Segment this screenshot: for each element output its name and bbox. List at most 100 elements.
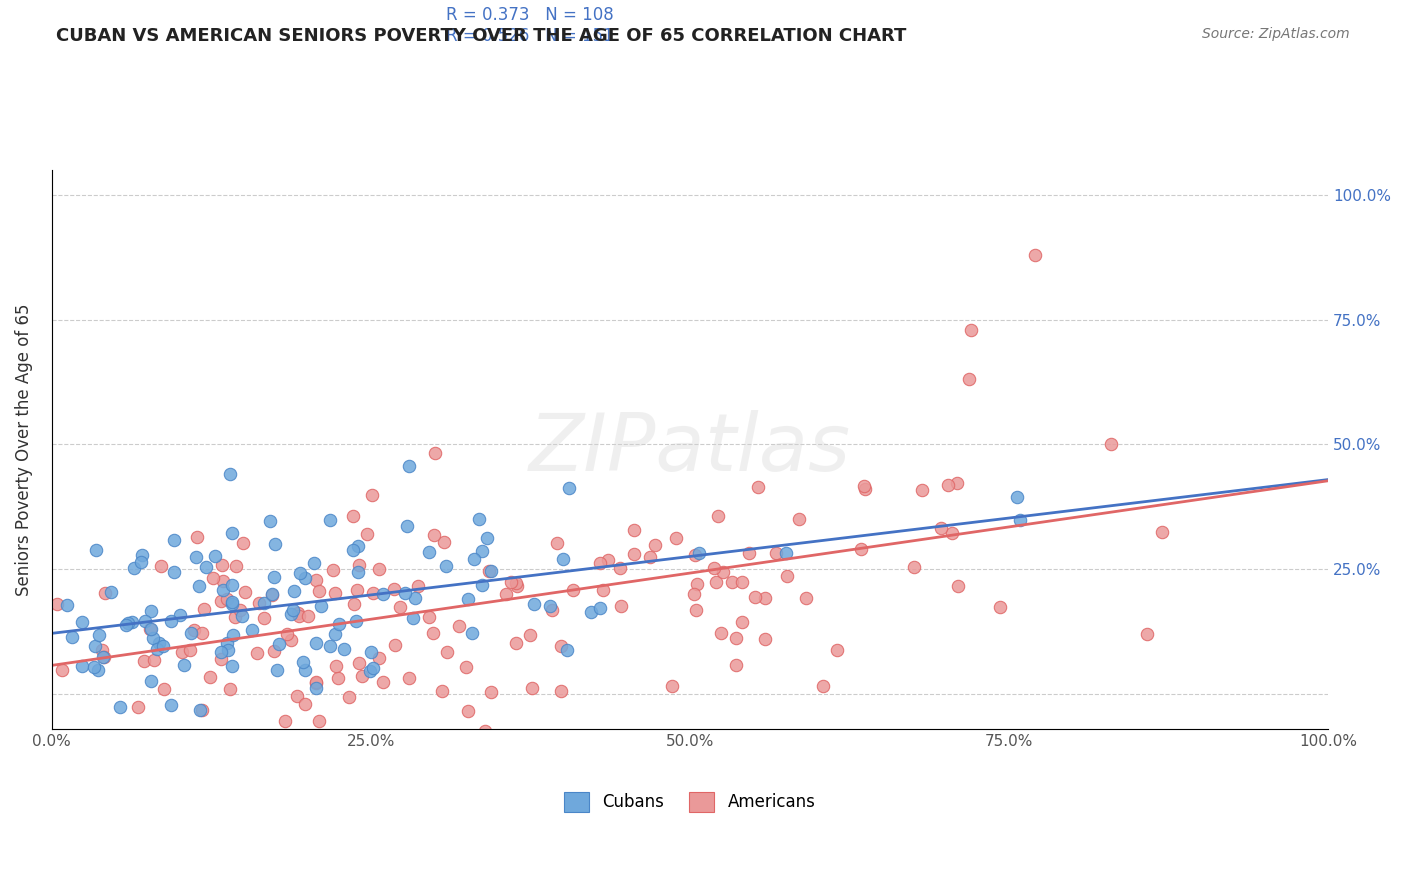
- Text: R = 0.526   N = 151: R = 0.526 N = 151: [446, 27, 613, 45]
- Y-axis label: Seniors Poverty Over the Age of 65: Seniors Poverty Over the Age of 65: [15, 303, 32, 596]
- Americans: [294, 697, 316, 711]
- Cubans: [91, 649, 114, 664]
- Americans: [323, 737, 346, 751]
- Americans: [683, 587, 706, 601]
- Cubans: [129, 555, 152, 569]
- Cubans: [1010, 513, 1032, 527]
- Americans: [93, 585, 115, 599]
- Americans: [436, 645, 458, 659]
- Cubans: [60, 630, 83, 644]
- Americans: [754, 591, 776, 605]
- Americans: [731, 575, 754, 590]
- Cubans: [134, 614, 156, 628]
- Americans: [623, 523, 645, 537]
- Americans: [711, 565, 734, 579]
- Cubans: [146, 642, 169, 657]
- Americans: [215, 591, 238, 606]
- Americans: [495, 587, 517, 601]
- Text: R = 0.373   N = 108: R = 0.373 N = 108: [446, 5, 613, 23]
- Americans: [337, 690, 360, 705]
- Cubans: [139, 622, 162, 636]
- Americans: [308, 583, 330, 598]
- Americans: [988, 600, 1011, 615]
- Americans: [245, 646, 267, 660]
- Cubans: [219, 467, 242, 482]
- Americans: [724, 631, 747, 645]
- Cubans: [100, 585, 122, 599]
- Cubans: [319, 639, 342, 653]
- Cubans: [288, 566, 311, 580]
- Cubans: [468, 512, 491, 526]
- Cubans: [589, 600, 612, 615]
- Americans: [710, 626, 733, 640]
- Americans: [731, 615, 754, 629]
- Americans: [853, 482, 876, 496]
- Americans: [139, 622, 162, 636]
- Americans: [212, 574, 235, 589]
- Cubans: [457, 591, 479, 606]
- Cubans: [169, 608, 191, 623]
- Cubans: [186, 550, 208, 565]
- Americans: [957, 372, 980, 386]
- Text: ZIPatlas: ZIPatlas: [529, 410, 851, 488]
- Americans: [665, 531, 688, 545]
- Americans: [229, 603, 252, 617]
- Americans: [368, 651, 391, 665]
- Cubans: [115, 618, 138, 632]
- Americans: [433, 535, 456, 549]
- Americans: [787, 512, 810, 526]
- Americans: [550, 683, 572, 698]
- Americans: [852, 478, 875, 492]
- Americans: [550, 639, 572, 653]
- Americans: [193, 601, 215, 615]
- Cubans: [259, 514, 281, 528]
- Cubans: [131, 548, 153, 562]
- Cubans: [122, 561, 145, 575]
- Americans: [704, 575, 727, 590]
- Americans: [347, 558, 370, 572]
- Cubans: [221, 578, 243, 592]
- Americans: [150, 559, 173, 574]
- Americans: [382, 582, 405, 596]
- Americans: [661, 679, 683, 693]
- Americans: [589, 556, 612, 570]
- Cubans: [188, 703, 211, 717]
- Text: Source: ZipAtlas.com: Source: ZipAtlas.com: [1202, 27, 1350, 41]
- Cubans: [217, 643, 239, 657]
- Cubans: [142, 631, 165, 645]
- Americans: [253, 611, 276, 625]
- Americans: [1150, 525, 1173, 540]
- Americans: [190, 625, 212, 640]
- Americans: [721, 574, 744, 589]
- Americans: [93, 649, 115, 664]
- Cubans: [163, 565, 186, 579]
- Americans: [384, 638, 406, 652]
- Cubans: [557, 643, 579, 657]
- Cubans: [55, 599, 77, 613]
- Cubans: [311, 599, 333, 613]
- Cubans: [263, 570, 285, 584]
- Americans: [232, 535, 254, 549]
- Americans: [474, 724, 496, 739]
- Americans: [328, 671, 350, 685]
- Americans: [153, 682, 176, 697]
- Americans: [274, 714, 297, 729]
- Americans: [1136, 627, 1159, 641]
- Cubans: [396, 519, 419, 533]
- Americans: [959, 323, 981, 337]
- Americans: [285, 689, 308, 703]
- Cubans: [209, 644, 232, 658]
- Cubans: [87, 628, 110, 642]
- Cubans: [87, 663, 110, 677]
- Americans: [505, 636, 527, 650]
- Americans: [179, 642, 201, 657]
- Americans: [263, 644, 285, 658]
- Americans: [738, 546, 761, 560]
- Americans: [398, 671, 420, 685]
- Americans: [423, 446, 446, 460]
- Americans: [644, 538, 666, 552]
- Cubans: [471, 543, 494, 558]
- Cubans: [402, 610, 425, 624]
- Americans: [683, 548, 706, 562]
- Cubans: [70, 615, 93, 629]
